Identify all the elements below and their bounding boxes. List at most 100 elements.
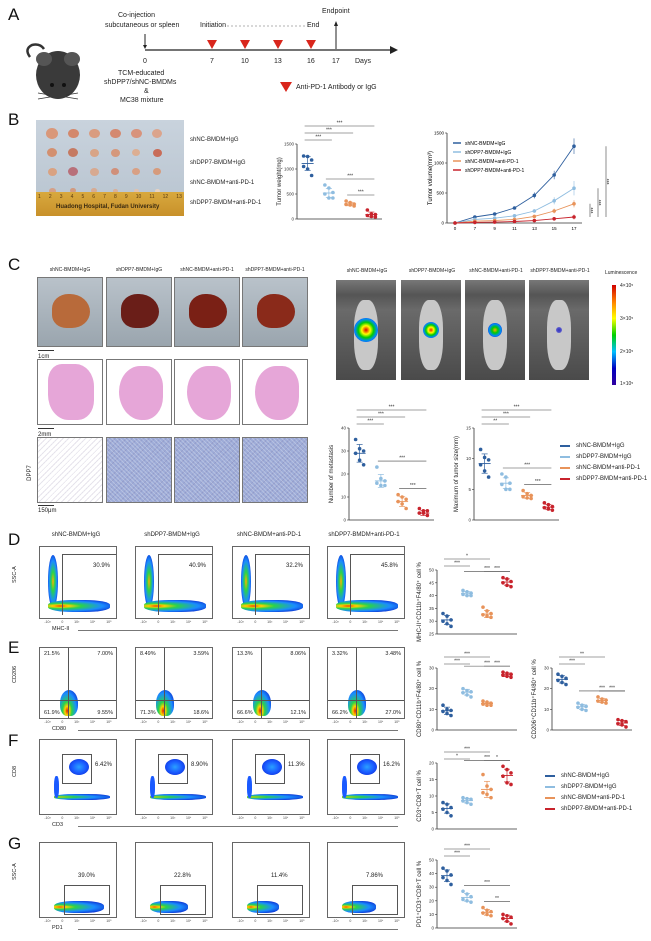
data-point	[505, 914, 509, 918]
data-point	[521, 495, 525, 499]
x-tick-label: 10³	[74, 620, 79, 624]
x-tick-label: 0	[254, 816, 256, 820]
legend-label: shDPP7-BMDM+anti-PD-1	[465, 168, 525, 174]
x-tick-label: 0	[157, 620, 159, 624]
injection-triangle	[273, 40, 283, 49]
y-tick-label: 1000	[284, 167, 295, 172]
data-point	[441, 619, 445, 623]
data-point	[465, 693, 469, 697]
significance-label: ***	[464, 652, 470, 658]
data-point	[485, 784, 489, 788]
quadrant-line	[68, 648, 69, 719]
injection-triangle	[306, 40, 316, 49]
data-point	[310, 174, 314, 178]
x-ticks: -10³ 0 10³ 10⁴ 10⁵	[232, 620, 310, 624]
x-ticks: -10³ 0 10³ 10⁴ 10⁵	[232, 816, 310, 820]
legend-swatch	[545, 775, 555, 777]
row-label: shNC-BMDM+anti-PD-1	[190, 180, 254, 186]
significance-label: ***	[464, 844, 470, 850]
x-tick-label: 10³	[267, 816, 272, 820]
luminescence-signal	[488, 323, 502, 337]
scale-bar	[38, 505, 54, 506]
data-point	[596, 695, 600, 699]
legend-item: shNC-BMDM+IgG	[545, 770, 632, 781]
data-point	[445, 614, 449, 618]
ihc-image	[37, 437, 103, 503]
data-point	[543, 501, 547, 505]
gate-percentage: 11.3%	[288, 762, 305, 768]
data-point	[525, 492, 529, 496]
y-axis-label: CD3⁺CD8⁺T cell %	[416, 770, 423, 822]
data-point	[501, 576, 505, 580]
data-point	[580, 708, 584, 712]
data-point	[509, 922, 513, 926]
significance-label: ***	[410, 483, 416, 489]
data-point	[400, 495, 404, 499]
x-tick-label: 10⁵	[202, 816, 207, 820]
mouse-icon	[22, 35, 92, 105]
scale-bar-label: 1cm	[38, 354, 49, 360]
data-point	[465, 892, 469, 896]
data-point	[505, 577, 509, 581]
y-tick-label: 50	[429, 568, 435, 573]
data-point	[552, 173, 556, 177]
quadrant-percentage: 8.49%	[140, 651, 156, 657]
data-point	[465, 899, 469, 903]
data-point	[375, 465, 379, 469]
y-tick-label: 0	[431, 926, 434, 931]
triangle-legend-label: Anti-PD-1 Antibody or IgG	[296, 84, 377, 91]
y-axis-label: Tumor volume(mm³)	[428, 151, 434, 205]
tissue-stain	[255, 366, 299, 420]
x-tick-label: -10³	[332, 919, 338, 923]
data-point	[461, 889, 465, 893]
data-point	[500, 483, 504, 487]
axis-rule	[78, 630, 398, 631]
x-tick-label: -10³	[44, 720, 50, 724]
gate-percentage: 8.90%	[191, 762, 208, 768]
x-tick-label: 0	[254, 620, 256, 624]
y-tick-label: 5	[468, 487, 471, 492]
significance-label: ***	[484, 661, 490, 667]
x-tick-label: -10³	[140, 816, 146, 820]
y-tick-label: 0	[468, 518, 471, 523]
ruler-tick: 5	[81, 194, 84, 200]
flow-plot-d: 40.9%	[135, 546, 213, 619]
data-point	[481, 699, 485, 703]
significance-label: ***	[524, 463, 530, 469]
tumor-weight-chart: 0 500 1000 1500 Tumor weight(mg) *** *** *** ***…	[275, 118, 385, 223]
significance-label: ***	[337, 121, 343, 127]
data-point	[505, 781, 509, 785]
cell-population	[165, 759, 185, 775]
data-point	[489, 788, 493, 792]
data-point	[552, 217, 556, 221]
luminescence-title: Luminescence	[605, 270, 637, 276]
data-point	[481, 702, 485, 706]
x-tick-label: 10⁴	[378, 620, 383, 624]
data-point	[465, 590, 469, 594]
ruler-tick: 4	[71, 194, 74, 200]
x-tick-label: 0	[157, 816, 159, 820]
data-point	[461, 593, 465, 597]
significance-label: ***	[503, 412, 509, 418]
data-point	[600, 700, 604, 704]
ruler-tick: 10	[136, 194, 142, 200]
liver-photo	[242, 277, 308, 347]
significance-label: *	[456, 754, 458, 760]
x-tick-label: 10³	[362, 816, 367, 820]
ivis-image	[401, 280, 461, 380]
ihc-image	[242, 437, 308, 503]
y-tick-label: 30	[341, 449, 347, 454]
data-point	[374, 215, 378, 219]
ruler-tick: 12	[163, 194, 169, 200]
data-point	[509, 580, 513, 584]
legend-item: shNC-BMDM+anti-PD-1	[545, 792, 632, 803]
ivis-image	[465, 280, 525, 380]
liver-specimen	[189, 294, 227, 328]
data-point	[348, 203, 352, 207]
y-tick-label: 50	[429, 858, 435, 863]
data-point	[354, 438, 358, 442]
quadrant-percentage: 12.1%	[290, 710, 306, 716]
liver-specimen	[257, 294, 295, 328]
data-point	[465, 689, 469, 693]
flow-column-header: shDPP7-BMDM+IgG	[131, 532, 213, 538]
